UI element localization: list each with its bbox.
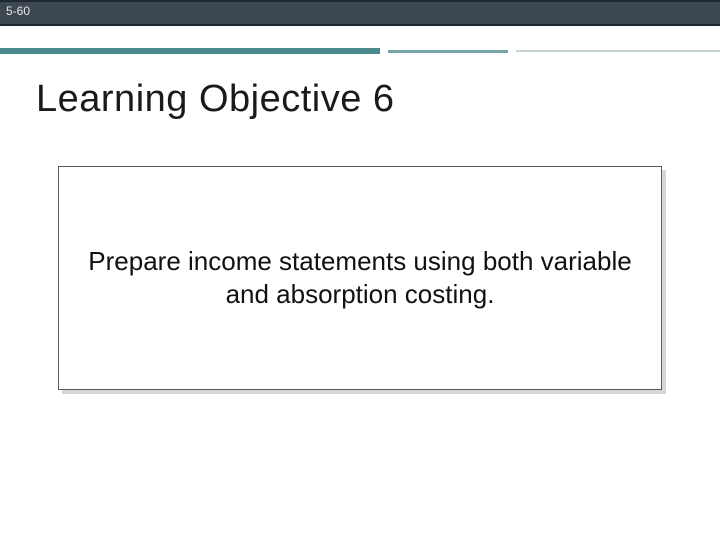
header-bar (0, 0, 720, 26)
accent-segment-light (516, 50, 720, 52)
accent-segment-mid (388, 50, 508, 53)
accent-gap (508, 48, 516, 54)
slide-title: Learning Objective 6 (36, 78, 395, 121)
body-text: Prepare income statements using both var… (85, 245, 635, 312)
content-box: Prepare income statements using both var… (58, 166, 662, 390)
accent-divider (0, 48, 720, 54)
accent-segment-primary (0, 48, 380, 54)
accent-gap (380, 48, 388, 54)
page-number: 5-60 (6, 4, 30, 18)
